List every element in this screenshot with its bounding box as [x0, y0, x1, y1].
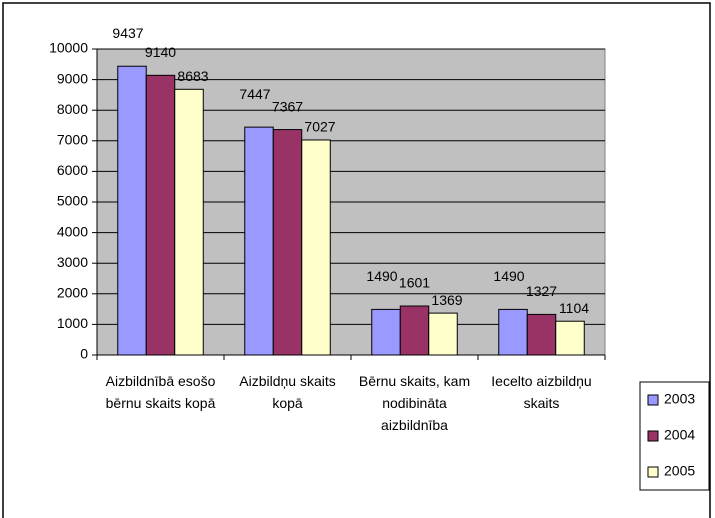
bar	[371, 308, 401, 356]
legend-label: 2003	[664, 391, 695, 407]
y-tick-label: 3000	[57, 254, 88, 270]
x-tick-label: Iecelto aizbildņu skaits	[491, 373, 592, 411]
data-label: 9437	[112, 25, 143, 41]
legend-swatch	[647, 430, 659, 442]
data-label: 8683	[177, 68, 208, 84]
y-tick-label: 6000	[57, 162, 88, 178]
y-tick-label: 4000	[57, 223, 88, 239]
x-tick-label: Aizbildnībā esošo bērnu skaits kopā	[105, 373, 216, 411]
legend-swatch	[647, 466, 659, 478]
x-tick-label: Aizbildņu skaits kopā	[239, 373, 336, 411]
y-tick-label: 2000	[57, 285, 88, 301]
y-tick-label: 9000	[57, 70, 88, 86]
y-tick-label: 10000	[49, 40, 88, 56]
data-label: 1369	[431, 292, 462, 308]
legend-label: 2005	[664, 463, 695, 479]
legend-swatch	[647, 394, 659, 406]
y-tick-label: 1000	[57, 315, 88, 331]
data-label: 1490	[366, 268, 397, 284]
bar	[272, 129, 303, 356]
bar	[498, 308, 528, 356]
data-label: 1490	[493, 268, 524, 284]
bar	[399, 305, 430, 356]
data-label: 1601	[399, 275, 430, 291]
y-tick-label: 0	[80, 346, 88, 362]
x-tick-label: Bērnu skaits, kam nodibināta aizbildnība	[358, 373, 471, 433]
bar	[555, 320, 585, 356]
data-label: 1104	[559, 300, 589, 316]
data-label: 9140	[145, 44, 176, 60]
bar	[174, 88, 204, 356]
data-label: 1327	[526, 283, 557, 299]
bar	[145, 74, 176, 356]
legend-label: 2004	[664, 427, 695, 443]
data-label: 7367	[272, 98, 303, 114]
bar	[428, 312, 458, 356]
bar	[526, 313, 557, 356]
data-label: 7027	[304, 119, 335, 135]
bar	[244, 126, 274, 356]
y-tick-label: 5000	[57, 193, 88, 209]
data-label: 7447	[239, 86, 270, 102]
bar	[301, 139, 331, 356]
y-tick-label: 8000	[57, 101, 88, 117]
y-tick-label: 7000	[57, 132, 88, 148]
bar	[117, 65, 147, 356]
